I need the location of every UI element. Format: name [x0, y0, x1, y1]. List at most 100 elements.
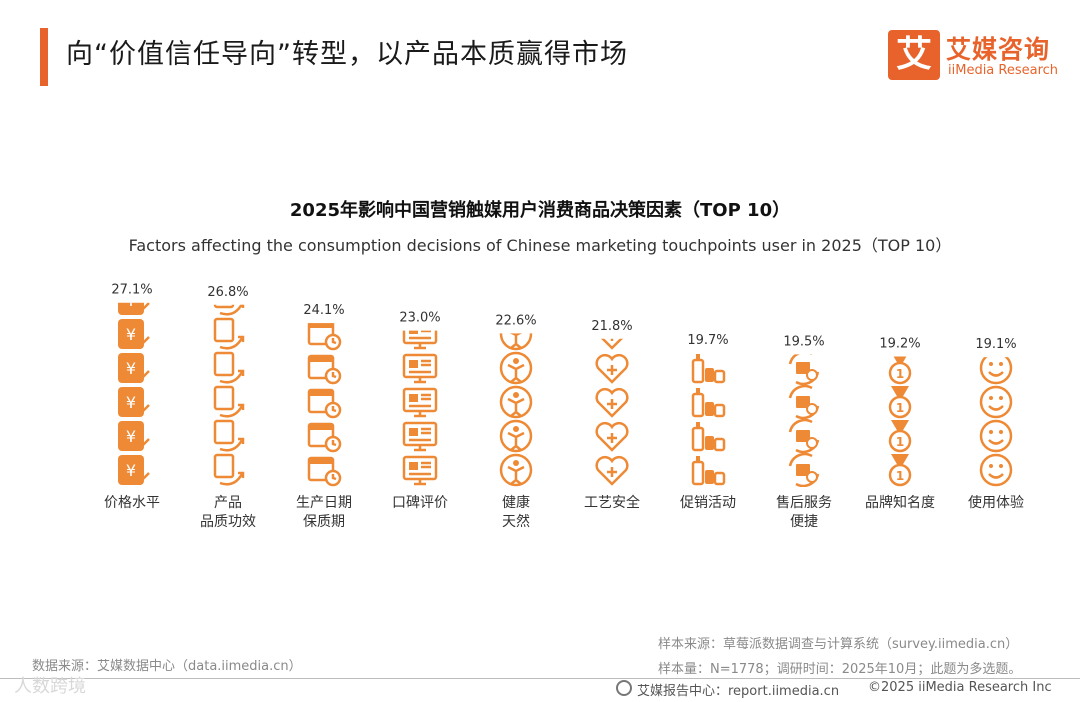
category-label: 价格水平 — [104, 495, 160, 511]
svg-text:1: 1 — [896, 469, 904, 483]
product-box-icon — [213, 453, 245, 486]
category-label: 保质期 — [303, 514, 345, 530]
heart-plus-icon — [595, 422, 629, 452]
category-label: 使用体验 — [968, 494, 1024, 511]
yuan-card-icon: ¥ — [118, 291, 150, 315]
calendar-clock-icon-stack — [307, 323, 342, 487]
bar-1: ¥ ¥ ¥ ¥ ¥ ¥27.1% 价格水平 — [104, 283, 160, 511]
smiley-icon — [979, 385, 1013, 419]
report-center-icon — [616, 680, 632, 696]
sample-source: 样本来源：草莓派数据调查与计算系统（survey.iimedia.cn） — [658, 637, 1019, 652]
monitor-review-icon — [402, 387, 438, 418]
yuan-card-icon: ¥ — [118, 455, 150, 485]
bar-6: 21.8% 工艺安全 — [584, 319, 640, 511]
product-box-icon-stack — [213, 304, 245, 486]
health-person-icon — [499, 351, 533, 385]
svg-text:¥: ¥ — [126, 359, 136, 378]
medal-icon-stack: 1 1 1 1 — [888, 356, 912, 487]
health-person-icon-stack — [499, 333, 533, 487]
copyright: ©2025 iiMedia Research Inc — [868, 680, 1052, 695]
bottles-icon — [691, 354, 726, 384]
bottles-icon — [691, 422, 726, 452]
category-label: 工艺安全 — [584, 494, 640, 511]
smiley-icon-stack — [979, 357, 1013, 487]
product-box-icon — [213, 385, 245, 418]
medal-icon: 1 — [888, 386, 912, 419]
health-person-icon — [499, 333, 533, 351]
chart-title: 2025年影响中国营销触媒用户消费商品决策因素（TOP 10） — [289, 200, 791, 221]
value-label: 19.5% — [783, 334, 824, 349]
medal-icon: 1 — [888, 420, 912, 453]
svg-text:1: 1 — [896, 401, 904, 415]
value-label: 22.6% — [495, 313, 536, 328]
product-box-icon — [213, 317, 245, 350]
calendar-clock-icon — [307, 354, 342, 385]
medal-icon: 1 — [888, 454, 912, 487]
category-label: 促销活动 — [680, 495, 736, 511]
yuan-card-icon: ¥ — [118, 387, 150, 417]
bottles-icon-stack — [691, 354, 726, 486]
value-label: 23.0% — [399, 311, 440, 326]
calendar-clock-icon — [307, 422, 342, 453]
category-label: 品质功效 — [200, 514, 256, 530]
bar-9: 1 1 1 1 19.2% 品牌知名度 — [865, 336, 935, 511]
smiley-icon — [979, 419, 1013, 453]
category-label: 口碑评价 — [392, 495, 448, 511]
svg-text:1: 1 — [896, 435, 904, 449]
svg-text:¥: ¥ — [126, 325, 136, 344]
report-center-link[interactable]: 艾媒报告中心：report.iimedia.cn — [637, 684, 840, 699]
data-source: 数据来源：艾媒数据中心（data.iimedia.cn） — [32, 659, 302, 674]
heart-plus-icon — [600, 338, 624, 350]
svg-text:¥: ¥ — [126, 393, 136, 412]
yuan-card-icon: ¥ — [118, 319, 150, 349]
svg-text:1: 1 — [896, 367, 904, 381]
category-label: 产品 — [214, 495, 242, 511]
svg-text:¥: ¥ — [126, 427, 136, 446]
bottles-icon — [691, 456, 726, 486]
svg-text:¥: ¥ — [126, 291, 136, 310]
monitor-review-icon — [402, 455, 438, 486]
health-person-icon — [499, 419, 533, 453]
iimedia-logo: 艾 艾媒咨询 iiMedia Research — [888, 30, 1063, 82]
value-label: 21.8% — [591, 319, 632, 334]
yuan-card-icon: ¥ — [118, 421, 150, 451]
heart-plus-icon-stack — [595, 338, 629, 486]
monitor-review-icon — [402, 421, 438, 452]
value-label: 27.1% — [111, 283, 152, 298]
logo-mark: 艾 — [888, 30, 940, 80]
service-box-icon-stack — [788, 354, 820, 488]
page-title: 向“价值信任导向”转型，以产品本质赢得市场 — [66, 39, 628, 70]
bar-10: 19.1% 使用体验 — [968, 337, 1024, 511]
category-label: 便捷 — [790, 514, 818, 530]
monitor-review-icon-stack — [402, 330, 438, 486]
calendar-clock-icon — [307, 323, 342, 351]
title-accent-bar — [40, 28, 48, 86]
medal-icon: 1 — [888, 356, 912, 385]
value-label: 26.8% — [207, 285, 248, 300]
calendar-clock-icon — [307, 388, 342, 419]
bar-4: 23.0% 口碑评价 — [392, 311, 448, 511]
heart-plus-icon — [595, 456, 629, 486]
service-box-icon — [788, 418, 820, 454]
service-box-icon — [788, 354, 820, 386]
product-box-icon — [213, 304, 245, 316]
health-person-icon — [499, 453, 533, 487]
monitor-review-icon — [402, 353, 438, 384]
bar-7: 19.7% 促销活动 — [680, 333, 736, 511]
logo-chinese-name: 艾媒咨询 — [946, 35, 1051, 64]
monitor-review-icon — [402, 330, 438, 350]
logo-english-name: iiMedia Research — [948, 63, 1059, 78]
sample-size-note: 样本量：N=1778；调研时间：2025年10月；此题为多选题。 — [658, 662, 1022, 677]
yuan-card-icon: ¥ — [118, 353, 150, 383]
value-label: 19.7% — [687, 333, 728, 348]
category-label: 生产日期 — [296, 495, 352, 511]
yuan-card-icon-stack: ¥ ¥ ¥ ¥ ¥ ¥ — [118, 291, 150, 485]
footer-divider — [0, 678, 1080, 679]
product-box-icon — [213, 419, 245, 452]
category-label: 品牌知名度 — [865, 494, 935, 511]
